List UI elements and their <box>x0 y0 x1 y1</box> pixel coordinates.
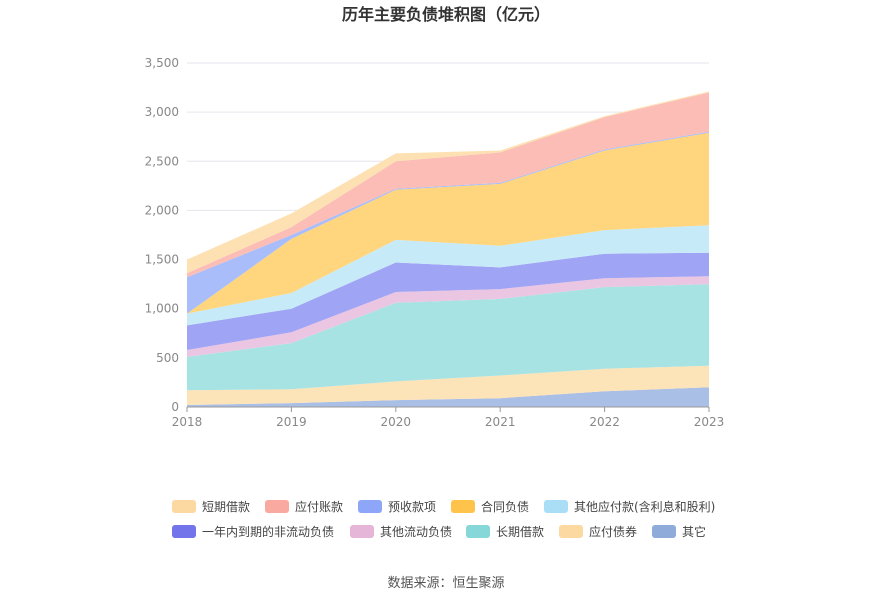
area-series-0[interactable] <box>187 387 709 407</box>
legend-swatch <box>172 525 196 538</box>
legend-swatch <box>358 500 382 513</box>
x-tick-label: 2018 <box>172 415 203 429</box>
area-series-8[interactable] <box>187 92 709 278</box>
legend-label: 应付账款 <box>295 499 343 514</box>
legend-swatch <box>544 500 568 513</box>
legend-item[interactable]: 其他应付款(含利息和股利) <box>544 499 715 514</box>
legend-item[interactable]: 应付账款 <box>265 499 343 514</box>
legend-label: 其他应付款(含利息和股利) <box>574 499 715 514</box>
area-series-1[interactable] <box>187 365 709 405</box>
x-tick-label: 2022 <box>589 415 620 429</box>
x-tick-label: 2019 <box>276 415 307 429</box>
legend-item[interactable]: 应付债券 <box>559 524 637 539</box>
area-series-4[interactable] <box>187 252 709 350</box>
legend-swatch <box>451 500 475 513</box>
legend-swatch <box>466 525 490 538</box>
area-series-group <box>187 91 709 407</box>
x-axis: 2018 2019 2020 2021 2022 2023 <box>172 406 725 429</box>
area-series-6[interactable] <box>187 132 709 314</box>
legend-label: 其他流动负债 <box>380 525 452 539</box>
area-series-3[interactable] <box>187 276 709 357</box>
x-tick-label: 2023 <box>694 415 725 429</box>
legend-item[interactable]: 其他流动负债 <box>350 525 452 539</box>
y-tick-label: 2,000 <box>145 203 179 217</box>
legend-label: 其它 <box>682 524 706 539</box>
data-source: 数据来源：恒生聚源 <box>387 576 504 591</box>
y-tick-label: 2,500 <box>145 154 179 168</box>
legend-label: 应付债券 <box>589 524 637 539</box>
legend-swatch <box>265 500 289 513</box>
legend-swatch <box>350 525 374 538</box>
x-tick-label: 2020 <box>381 415 412 429</box>
legend-label: 一年内到期的非流动负债 <box>202 524 334 539</box>
legend-label: 长期借款 <box>496 525 544 539</box>
area-series-2[interactable] <box>187 284 709 391</box>
x-tick-label: 2021 <box>485 415 516 429</box>
legend-item[interactable]: 其它 <box>652 524 706 539</box>
legend-label: 短期借款 <box>202 500 250 514</box>
y-tick-label: 500 <box>156 351 179 365</box>
y-tick-label: 3,500 <box>145 56 179 70</box>
legend-swatch <box>172 500 196 513</box>
legend[interactable]: 短期借款 应付账款 预收款项 合同负债 其他应付款(含利息和股利) 一年内到期的非流动负债… <box>172 499 715 539</box>
area-series-5[interactable] <box>187 225 709 326</box>
legend-swatch <box>652 525 676 538</box>
y-tick-label: 1,500 <box>145 253 179 267</box>
legend-item[interactable]: 预收款项 <box>358 500 436 514</box>
y-tick-label: 1,000 <box>145 302 179 316</box>
legend-item[interactable]: 一年内到期的非流动负债 <box>172 524 334 539</box>
chart-title: 历年主要负债堆积图（亿元） <box>342 5 550 24</box>
legend-swatch <box>559 525 583 538</box>
legend-label: 预收款项 <box>388 500 436 514</box>
legend-item[interactable]: 短期借款 <box>172 500 250 514</box>
legend-label: 合同负债 <box>481 499 529 514</box>
y-axis: 0 500 1,000 1,500 2,000 2,500 3,000 3,500 <box>145 56 179 414</box>
y-tick-label: 3,000 <box>145 105 179 119</box>
y-tick-label: 0 <box>171 400 179 414</box>
legend-item[interactable]: 合同负债 <box>451 499 529 514</box>
legend-item[interactable]: 长期借款 <box>466 525 544 539</box>
